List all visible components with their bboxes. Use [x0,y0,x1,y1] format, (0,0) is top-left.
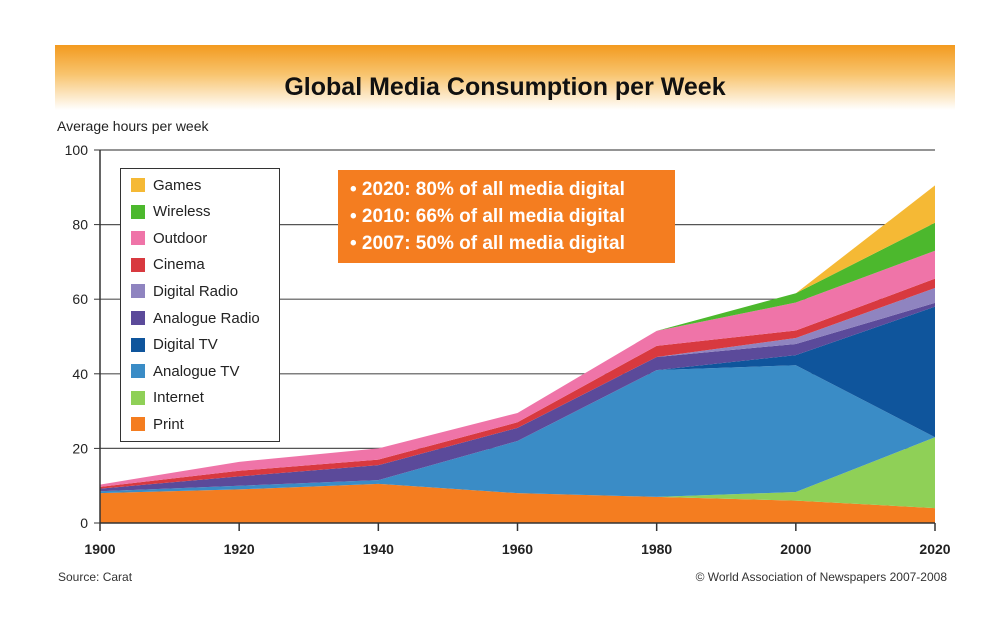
legend-label: Internet [153,389,204,407]
legend-item: Digital TV [131,335,218,355]
legend-swatch [131,204,145,219]
title-banner: Global Media Consumption per Week [55,45,955,110]
y-tick-label: 80 [72,217,88,233]
x-tick-label: 2000 [780,541,811,557]
x-tick-label: 1980 [641,541,672,557]
legend-item: Analogue TV [131,361,239,381]
y-tick-label: 0 [80,515,88,531]
legend-item: Digital Radio [131,281,238,301]
legend-item: Analogue Radio [131,308,260,328]
legend-swatch [131,417,145,432]
legend-label: Outdoor [153,229,208,247]
y-tick-label: 40 [72,366,88,382]
legend-swatch [131,337,145,352]
x-tick-label: 1920 [224,541,255,557]
legend-item: Cinema [131,255,205,275]
y-tick-label: 60 [72,291,88,307]
legend-label: Print [153,415,184,433]
legend-item: Print [131,414,184,434]
legend-label: Analogue Radio [153,309,260,327]
source-note: Source: Carat [58,570,133,584]
x-tick-label: 1900 [84,541,115,557]
area-internet [100,437,935,509]
annotation-2007: • 2007: 50% of all media digital [350,233,625,254]
y-axis-label: Average hours per week [57,118,209,134]
copyright-note: © World Association of Newspapers 2007-2… [695,570,947,584]
x-tick-label: 1940 [363,541,394,557]
legend-swatch [131,390,145,405]
legend-item: Wireless [131,202,211,222]
y-tick-label: 100 [65,142,89,158]
legend-label: Wireless [153,203,211,221]
y-tick-label: 20 [72,440,88,456]
annotation-2010: • 2010: 66% of all media digital [350,206,625,227]
legend-swatch [131,364,145,379]
area-analogue-tv [100,365,935,497]
legend-swatch [131,178,145,192]
legend-item: Outdoor [131,228,207,248]
annotation-2020: • 2020: 80% of all media digital [350,179,625,200]
annotation-box: • 2020: 80% of all media digital • 2010:… [338,170,675,263]
legend-swatch [131,311,145,325]
legend-swatch [131,257,145,272]
x-tick-label: 1960 [502,541,533,557]
x-tick-label: 2020 [919,541,950,557]
area-print [100,483,935,523]
legend-label: Digital TV [153,336,218,354]
legend-item: Games [131,175,201,195]
legend-label: Games [153,176,202,194]
legend-swatch [131,231,145,246]
legend: Games Wireless Outdoor Cinema Digital Radio A… [120,168,280,442]
legend-label: Analogue TV [153,362,240,380]
legend-label: Cinema [153,256,205,274]
legend-label: Digital Radio [153,282,239,300]
legend-item: Internet [131,388,204,408]
legend-swatch [131,284,145,299]
chart-title: Global Media Consumption per Week [284,73,726,101]
